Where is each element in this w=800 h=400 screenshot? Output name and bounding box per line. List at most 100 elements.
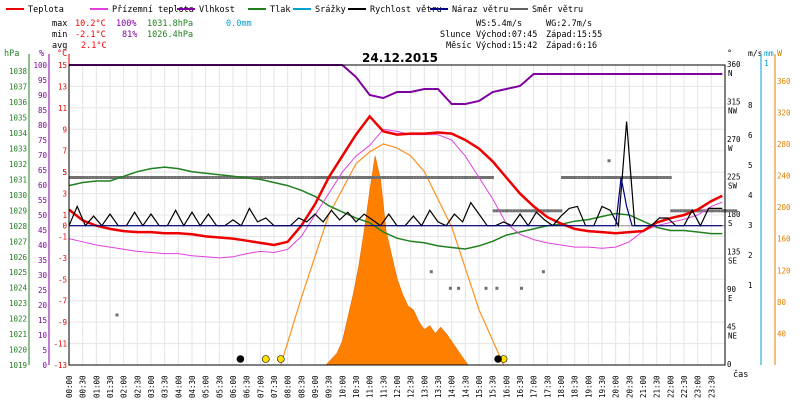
- x-tick-label: 08:30: [297, 375, 306, 398]
- wind-dir-point: [586, 176, 590, 179]
- wind-dir-point: [416, 176, 420, 179]
- w-tick-label: 80: [777, 298, 787, 307]
- temp-tick-label: -1: [58, 232, 67, 241]
- legend-label: Náraz větru: [452, 5, 508, 15]
- wind-dir-point: [451, 176, 455, 179]
- stats-wg: WG:2.7m/s: [546, 19, 592, 29]
- wind-dir-point: [310, 176, 314, 179]
- temp-tick-label: 3: [62, 190, 67, 199]
- x-axis-label: čas: [733, 369, 748, 380]
- hpa-tick-label: 1030: [9, 191, 28, 200]
- wind-dir-point: [116, 176, 119, 179]
- wind-dir-point: [668, 176, 672, 179]
- wind-dir-point: [479, 176, 482, 179]
- wind-dir-point: [187, 176, 191, 179]
- wind-dir-point: [126, 176, 130, 179]
- wind-dir-point: [485, 176, 488, 179]
- wind-dir-point: [706, 209, 710, 213]
- wind-dir-point: [108, 176, 112, 179]
- wind-dir-point: [225, 176, 229, 179]
- wind-dir-point: [734, 209, 738, 213]
- wind-dir-point: [88, 176, 92, 179]
- wind-dir-point: [129, 176, 133, 179]
- wind-dir-point: [665, 176, 669, 179]
- wind-dir-point: [410, 176, 414, 179]
- hpa-tick-label: 1035: [9, 114, 27, 123]
- wind-dir-point: [482, 176, 485, 179]
- wind-dir-point: [615, 176, 619, 179]
- wind-dir-point: [122, 176, 125, 179]
- wind-dir-point: [217, 176, 221, 179]
- pct-tick-label: 10: [38, 331, 48, 340]
- dir-tick-label: 180: [727, 210, 741, 219]
- wind-dir-point: [135, 176, 139, 179]
- x-tick-label: 14:30: [461, 375, 470, 398]
- dir-compass-label: S: [728, 219, 733, 228]
- wind-dir-point: [652, 176, 655, 179]
- moon-marker: [236, 355, 245, 363]
- wind-dir-point: [659, 176, 663, 179]
- pct-tick-label: 70: [38, 151, 48, 160]
- temperature-line: [68, 114, 723, 247]
- pct-tick-label: 45: [38, 226, 47, 235]
- temp-tick-label: 9: [62, 125, 67, 134]
- pct-tick-label: 100: [33, 61, 47, 70]
- x-tick-label: 12:30: [407, 375, 416, 398]
- ms-tick-label: 4: [748, 191, 753, 200]
- x-tick-label: 14:00: [448, 375, 457, 398]
- wind-dir-point: [413, 176, 417, 179]
- wind-dir-point: [386, 176, 390, 179]
- wind-dir-point: [219, 176, 223, 179]
- wind-dir-point: [492, 209, 496, 213]
- x-tick-label: 18:00: [557, 375, 566, 398]
- wind-dir-point: [722, 209, 726, 213]
- hpa-tick-label: 1024: [9, 284, 28, 293]
- wind-dir-point: [132, 176, 136, 179]
- pct-tick-label: 55: [38, 196, 47, 205]
- wind-dir-point: [383, 176, 387, 179]
- wind-dir-point: [365, 176, 368, 179]
- wind-dir-point: [301, 176, 305, 179]
- wind-dir-point: [422, 176, 426, 179]
- wind-dir-point: [676, 209, 680, 213]
- wind-dir-point: [684, 209, 687, 213]
- hpa-tick-label: 1028: [9, 222, 28, 231]
- temp-tick-label: -9: [58, 318, 67, 327]
- x-tick-label: 17:00: [530, 375, 539, 398]
- wind-dir-point: [711, 209, 715, 213]
- dir-compass-label: E: [728, 294, 733, 303]
- wind-dir-point: [662, 176, 666, 179]
- wind-dir-point: [523, 209, 526, 213]
- wind-dir-point: [252, 176, 256, 179]
- wind-dir-point: [573, 176, 576, 179]
- wind-dir-point: [233, 176, 236, 179]
- hpa-tick-label: 1023: [9, 299, 27, 308]
- hpa-tick-label: 1021: [9, 330, 27, 339]
- x-tick-label: 11:00: [366, 375, 375, 398]
- legend-label: Vlhkost: [199, 5, 235, 15]
- temp-tick-label: -5: [58, 275, 67, 284]
- x-tick-label: 00:30: [79, 375, 88, 398]
- wind-dir-point: [176, 176, 180, 179]
- humidity-line: [69, 64, 723, 105]
- wind-dir-point: [501, 209, 505, 213]
- temp-tick-label: -3: [58, 254, 67, 263]
- wind-dir-point: [731, 209, 735, 213]
- dir-tick-label: 270: [727, 135, 741, 144]
- wind-dir-point: [164, 176, 168, 179]
- wind-dir-point: [258, 176, 262, 179]
- wind-dir-point: [484, 286, 488, 290]
- wind-dir-point: [163, 176, 166, 179]
- x-tick-label: 12:00: [393, 375, 402, 398]
- w-tick-label: 320: [777, 108, 791, 117]
- wind-dir-point: [167, 176, 171, 179]
- hpa-tick-label: 1033: [9, 145, 27, 154]
- dir-tick-label: 315: [727, 98, 741, 107]
- solar-theoretical-line: [280, 143, 505, 366]
- pressure-line: [68, 166, 723, 250]
- wind-dir-point: [296, 176, 300, 179]
- wind-dir-point: [222, 176, 226, 179]
- wind-dir-point: [269, 176, 273, 179]
- wind-dir-point: [559, 209, 563, 213]
- hpa-tick-label: 1037: [9, 83, 27, 92]
